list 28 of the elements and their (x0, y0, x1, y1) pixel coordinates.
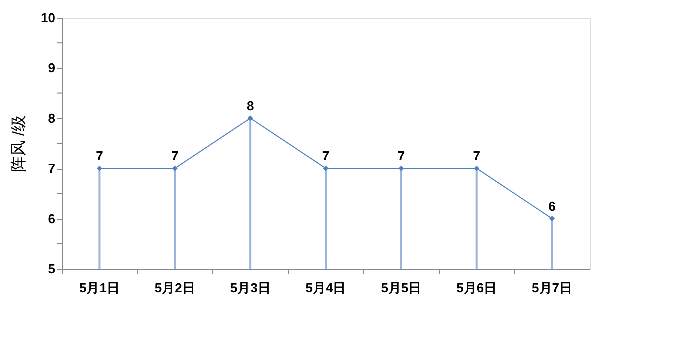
x-tick-label: 5月4日 (306, 280, 346, 296)
data-label: 7 (398, 148, 406, 164)
x-tick-label: 5月1日 (79, 280, 120, 296)
point (248, 116, 254, 122)
y-tick-label: 9 (48, 60, 56, 76)
data-label: 8 (246, 98, 254, 114)
data-label: 7 (172, 148, 179, 164)
y-tick-label: 6 (48, 211, 56, 226)
x-tick-label: 5月2日 (154, 280, 196, 296)
data-label: 6 (548, 198, 556, 214)
point (474, 166, 480, 172)
data-label: 7 (473, 148, 480, 164)
point (172, 166, 178, 172)
data-label: 7 (322, 148, 330, 164)
y-axis-title: 阵风 /级 (10, 116, 28, 172)
x-tick-label: 5月5日 (381, 280, 422, 296)
point (323, 166, 329, 172)
point (398, 166, 404, 172)
y-tick-label: 7 (48, 161, 56, 176)
point (550, 216, 556, 222)
y-tick-label: 5 (48, 262, 56, 276)
point (96, 166, 102, 172)
y-tick-label: 10 (41, 10, 56, 26)
y-tick-label: 8 (48, 110, 56, 126)
x-tick-label: 5月6日 (456, 280, 498, 296)
data-label: 7 (96, 148, 104, 164)
x-tick-label: 5月7日 (532, 280, 573, 296)
x-tick-label: 5月3日 (230, 280, 271, 296)
